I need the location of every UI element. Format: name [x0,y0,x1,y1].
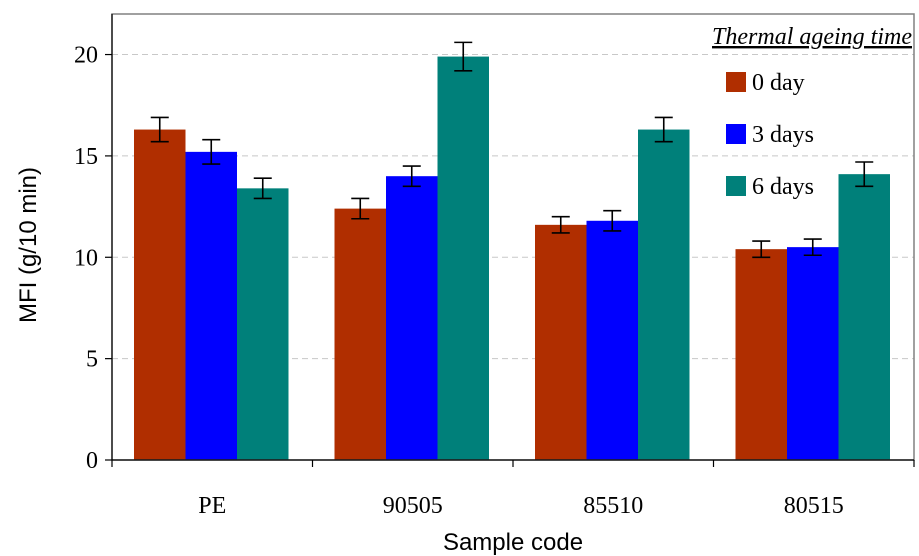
bar [237,188,289,460]
y-tick-label: 15 [74,144,98,170]
error-bars [150,41,874,259]
bar [735,249,787,460]
bar [638,129,690,460]
bar [586,220,638,460]
bar [185,151,237,460]
legend: Thermal ageing time 0 day 3 days 6 days [712,24,912,200]
bar [437,56,489,461]
y-tick-label: 20 [74,43,98,69]
y-tick-label: 5 [86,347,98,373]
bar [334,208,386,460]
legend-swatch [726,72,746,92]
x-tick-label: 85510 [583,493,643,519]
legend-swatch [726,176,746,196]
x-tick-label: PE [198,493,226,519]
legend-entry: 6 days [752,174,814,200]
legend-entry: 0 day [752,70,805,96]
axes [105,14,915,467]
y-axis-label: MFI (g/10 min) [15,167,42,323]
legend-swatch [726,124,746,144]
bar [787,247,839,460]
bar [386,176,438,460]
bar [838,174,890,460]
legend-title: Thermal ageing time [712,24,912,50]
y-tick-label: 0 [86,448,98,474]
x-tick-label: 80515 [784,493,844,519]
legend-entry: 3 days [752,122,814,148]
x-tick-label: 90505 [383,493,443,519]
bar [134,129,186,460]
tick-labels: 0 5 10 15 20 PE 90505 85510 80515 [74,43,844,519]
x-axis-label: Sample code [443,529,583,556]
bar [535,224,587,460]
bars [134,56,890,461]
y-tick-label: 10 [74,245,98,271]
